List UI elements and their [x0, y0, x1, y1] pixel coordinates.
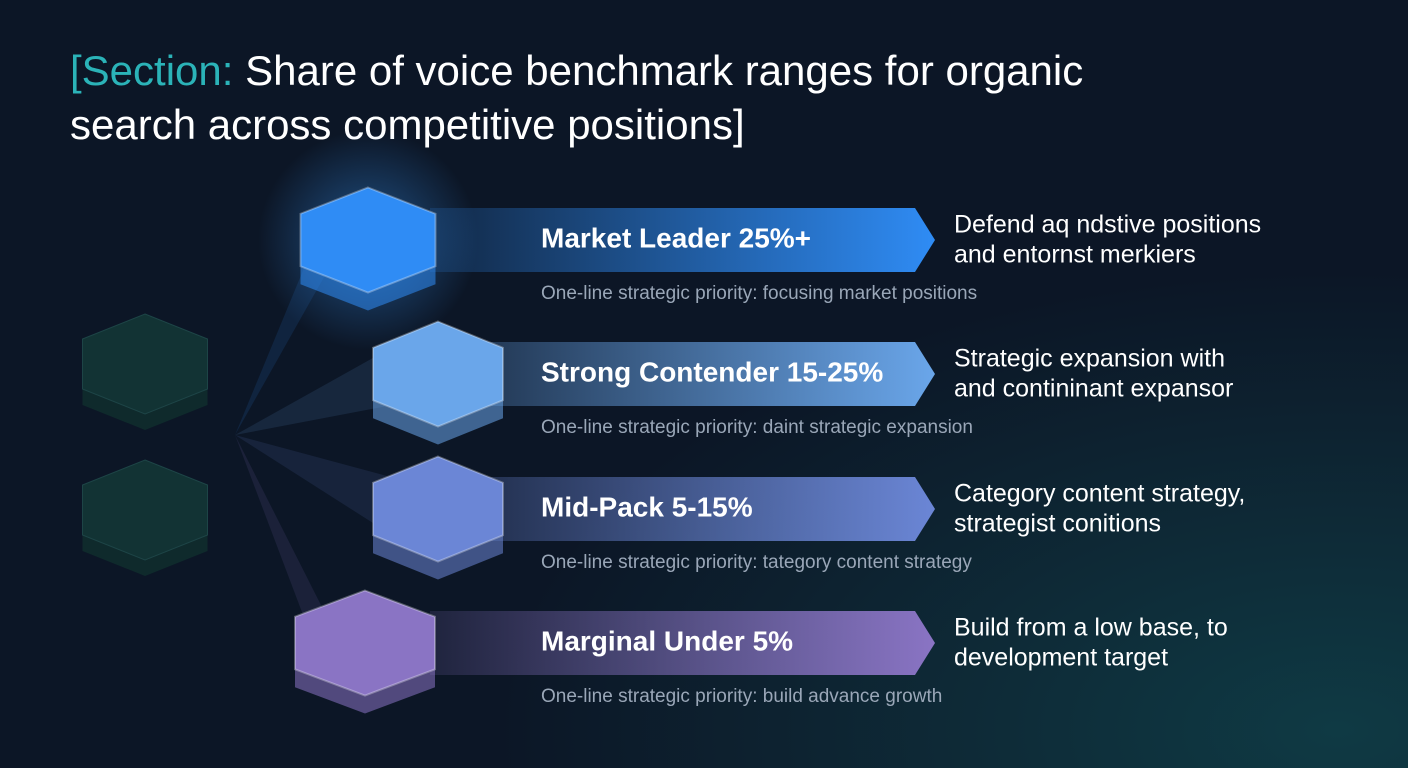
tiers: Market Leader 25%+ One-line strategic pri…: [258, 130, 1261, 714]
tier-description: strategist conitions: [954, 510, 1161, 538]
tier-name: Market Leader 25%+: [541, 222, 811, 253]
hex: [372, 455, 504, 563]
hex: [299, 186, 437, 294]
tier-arrow: [430, 208, 935, 272]
ghost-hex: [82, 459, 208, 561]
tier-description: Strategic expansion with: [954, 345, 1225, 373]
hex: [294, 589, 436, 697]
tier-arrow: [430, 611, 935, 675]
hex: [372, 320, 504, 428]
tier-arrow: [430, 342, 935, 406]
ray: [235, 435, 325, 673]
title-line: [Section: Share of voice benchmark range…: [70, 47, 1083, 94]
tier-priority: One-line strategic priority: tategory co…: [541, 552, 972, 573]
tier-description: Defend aq ndstive positions: [954, 211, 1261, 239]
tier-description: development target: [954, 644, 1168, 672]
tier-description: Build from a low base, to: [954, 614, 1228, 642]
tier-description: and contininant expansor: [954, 375, 1233, 403]
title-label: [Section:: [70, 47, 233, 94]
title-text: Share of voice benchmark ranges for orga…: [245, 47, 1083, 94]
tier-description: Category content strategy,: [954, 480, 1245, 508]
tier-name: Mid-Pack 5-15%: [541, 491, 753, 522]
ghost-hex: [82, 313, 208, 415]
rays: [82, 210, 398, 673]
ray: [235, 435, 398, 539]
tier-name: Marginal Under 5%: [541, 625, 793, 656]
tier-priority: One-line strategic priority: build advan…: [541, 686, 942, 707]
tier-priority: One-line strategic priority: daint strat…: [541, 417, 973, 438]
tier-description: and entornst merkiers: [954, 241, 1196, 269]
tier-name: Strong Contender 15-25%: [541, 356, 883, 387]
tier-priority: One-line strategic priority: focusing ma…: [541, 283, 977, 304]
ray: [235, 344, 398, 435]
tier-arrow: [430, 477, 935, 541]
